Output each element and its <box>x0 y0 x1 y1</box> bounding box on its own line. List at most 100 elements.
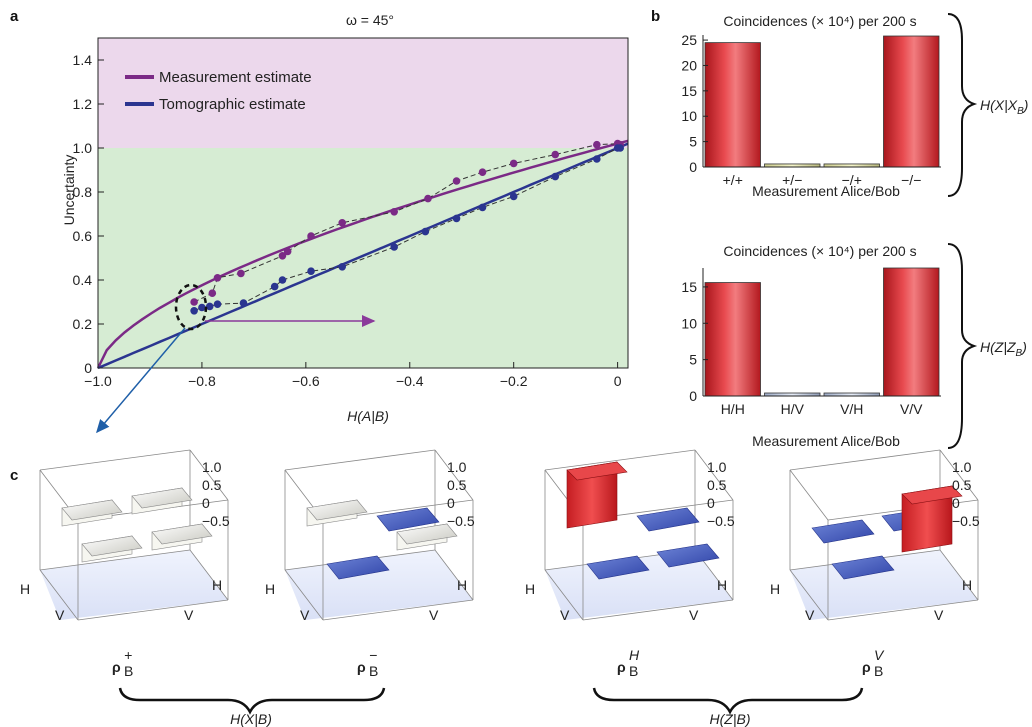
tomographic-point <box>198 303 206 312</box>
axis-letter: V <box>184 607 194 623</box>
rho-label: ρ <box>862 659 871 675</box>
bar-category-label: V/H <box>840 401 863 417</box>
blue-arrow <box>96 327 186 434</box>
axis-letter: V <box>689 607 699 623</box>
frame-edge <box>789 469 829 521</box>
frame-edge <box>939 449 979 501</box>
bar <box>704 42 761 168</box>
frame-edge <box>827 599 979 621</box>
measurement-point <box>307 232 315 240</box>
panel-b-top-title: Coincidences (× 10⁴) per 200 s <box>723 13 916 29</box>
white-bar-top <box>81 535 143 557</box>
axis-letter: V <box>55 607 65 623</box>
x-tick-label: −0.4 <box>396 373 424 389</box>
tomographic-point <box>478 203 487 212</box>
blue-bar <box>376 507 440 532</box>
bar-category-label: H/V <box>781 401 805 417</box>
tomographic-point <box>452 214 461 223</box>
z-tick-label: −0.5 <box>202 513 230 529</box>
white-bar-top <box>306 499 368 521</box>
z-tick-label: 0 <box>447 495 455 511</box>
panel-b-bottom-title: Coincidences (× 10⁴) per 200 s <box>723 243 916 259</box>
panel-b-top-chart: +/+ +/− −/+ −/− 0 5 10 15 20 25 <box>681 32 941 188</box>
measurement-point <box>390 208 398 216</box>
tomographic-point <box>551 172 560 181</box>
measurement-point <box>338 219 347 227</box>
brace-bottom-label: H(Z|ZB) <box>980 339 1027 359</box>
axis-letter: V <box>429 607 439 623</box>
axis-letter: V <box>560 607 570 623</box>
frame-edge <box>189 549 229 601</box>
brace-bottom <box>947 243 978 449</box>
y-tick-label: 0 <box>689 159 697 175</box>
axis-letter: H <box>265 581 275 597</box>
z-tick-label: 1.0 <box>447 459 467 475</box>
legend-measurement-label: Measurement estimate <box>159 69 312 86</box>
measurement-point <box>213 274 222 282</box>
frame-edge <box>789 449 941 471</box>
tomographic-point <box>509 192 518 201</box>
axis-letter: V <box>805 607 815 623</box>
axis-letter: H <box>212 577 222 593</box>
frame-edge <box>582 599 734 621</box>
tomographic-point <box>616 144 625 152</box>
z-tick-label: 0.5 <box>202 477 222 493</box>
y-tick-label: 0 <box>689 388 697 404</box>
density-matrix-0: 1.0 0.5 0 −0.5 H V H Vρ+B <box>20 449 230 679</box>
z-tick-label: 1.0 <box>202 459 222 475</box>
y-tick-label: 0.6 <box>73 228 93 244</box>
y-tick-label: 0.4 <box>73 272 93 288</box>
bar-category-label: H/H <box>721 401 745 417</box>
panel-a-plot: 0 0.2 0.4 0.6 0.8 1.0 1.2 1.4 −1.0 −0.8 −0.6 −0.4 −0… <box>73 37 629 389</box>
rho-label: ρ <box>112 659 121 675</box>
white-bar-top <box>396 523 458 545</box>
measurement-point <box>551 150 560 159</box>
brace-top-label: H(X|XB) <box>980 97 1028 117</box>
blue-bar <box>586 555 650 580</box>
measurement-point <box>452 177 461 185</box>
bar-category-label: V/V <box>900 401 923 417</box>
axis-letter: H <box>770 581 780 597</box>
y-tick-label: 15 <box>681 279 697 295</box>
frame-edge <box>284 569 324 621</box>
rho-subscript: B <box>369 663 378 679</box>
tomographic-bound-curve <box>97 142 629 370</box>
y-tick-label: 10 <box>681 315 697 331</box>
x-tick-label: −0.8 <box>188 373 216 389</box>
frame-edge <box>322 599 474 621</box>
frame-edge <box>77 599 229 621</box>
tomographic-point <box>205 302 214 311</box>
frame-edge <box>434 549 474 601</box>
y-tick-label: 5 <box>689 134 697 150</box>
rho-subscript: B <box>874 663 883 679</box>
z-tick-label: 1.0 <box>952 459 972 475</box>
dashed-fit-1 <box>193 147 621 312</box>
z-tick-label: 0 <box>202 495 210 511</box>
y-tick-label: 15 <box>681 83 697 99</box>
y-tick-label: 0.8 <box>73 184 93 200</box>
frame-edge <box>39 569 79 621</box>
bar <box>883 267 940 397</box>
panel-a-xlabel: H(A|B) <box>347 408 389 424</box>
white-bar-top <box>131 487 193 509</box>
panel-b-letter: b <box>651 8 660 25</box>
plot-frame <box>97 37 629 369</box>
brace-left-label: H(X|B) <box>230 711 272 727</box>
z-tick-label: 1.0 <box>707 459 727 475</box>
panel-b-bottom-chart: H/H H/V V/H V/V 0 5 10 15 <box>681 267 941 417</box>
frame-edge <box>434 449 474 501</box>
x-tick-label: 0 <box>614 373 622 389</box>
red-bar-top <box>566 461 628 481</box>
axis-letter: V <box>300 607 310 623</box>
measurement-point <box>509 159 518 168</box>
tomographic-point <box>278 276 287 284</box>
measurement-point <box>424 194 432 203</box>
axis-letter: H <box>962 577 972 593</box>
y-tick-label: 0.2 <box>73 316 93 332</box>
panel-b-bottom-xlabel: Measurement Alice/Bob <box>752 433 900 449</box>
measurement-point <box>283 247 292 256</box>
bar-category-label: +/− <box>782 172 802 188</box>
brace-right-label: H(Z|B) <box>710 711 751 727</box>
